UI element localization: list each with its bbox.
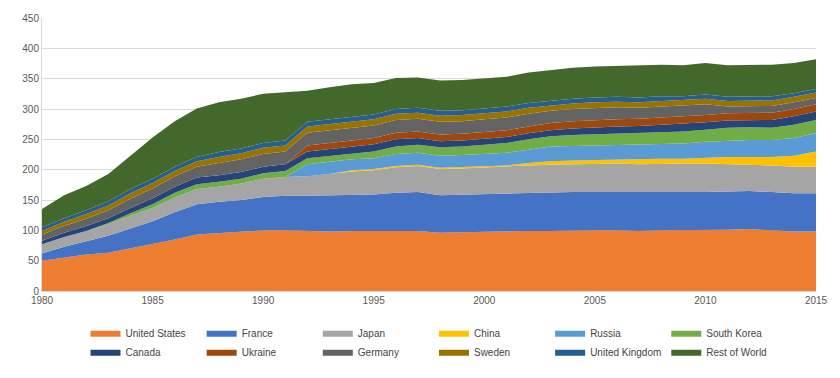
- svg-text:450: 450: [22, 13, 39, 24]
- svg-text:Canada: Canada: [126, 347, 161, 358]
- svg-text:300: 300: [22, 104, 39, 115]
- svg-text:1995: 1995: [363, 295, 386, 306]
- svg-text:Russia: Russia: [590, 328, 621, 339]
- svg-text:Germany: Germany: [358, 347, 399, 358]
- svg-text:Sweden: Sweden: [474, 347, 510, 358]
- svg-text:1985: 1985: [141, 295, 164, 306]
- svg-text:50: 50: [28, 255, 40, 266]
- svg-text:2015: 2015: [805, 295, 828, 306]
- svg-text:1990: 1990: [252, 295, 275, 306]
- svg-text:150: 150: [22, 195, 39, 206]
- svg-text:Japan: Japan: [358, 328, 385, 339]
- svg-text:1980: 1980: [31, 295, 54, 306]
- svg-text:100: 100: [22, 225, 39, 236]
- svg-text:2010: 2010: [694, 295, 717, 306]
- svg-text:Ukraine: Ukraine: [242, 347, 277, 358]
- svg-text:United Kingdom: United Kingdom: [590, 347, 661, 358]
- svg-text:400: 400: [22, 43, 39, 54]
- svg-text:France: France: [242, 328, 274, 339]
- svg-text:Rest of World: Rest of World: [706, 347, 766, 358]
- svg-text:250: 250: [22, 134, 39, 145]
- svg-text:2005: 2005: [584, 295, 607, 306]
- svg-text:United States: United States: [126, 328, 186, 339]
- svg-text:350: 350: [22, 73, 39, 84]
- svg-text:South Korea: South Korea: [706, 328, 762, 339]
- svg-text:200: 200: [22, 164, 39, 175]
- svg-text:0: 0: [33, 286, 39, 297]
- svg-text:China: China: [474, 328, 501, 339]
- svg-text:2000: 2000: [473, 295, 496, 306]
